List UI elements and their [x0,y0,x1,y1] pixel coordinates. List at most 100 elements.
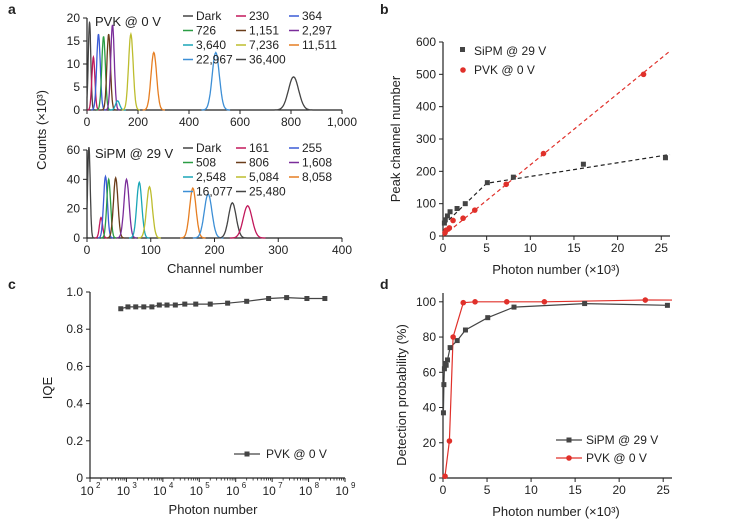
panel-d-legend-sipm: SiPM @ 29 V [586,433,658,447]
c-xtick-label: 10 [80,484,94,498]
b-ytick-label: 400 [416,100,436,114]
panel-d: Photon number (×10³) Detection probabili… [394,293,673,519]
c-xtick-exponent: 6 [242,481,247,490]
c-ytick-label: 0.8 [66,322,83,336]
panel-label-c: c [8,276,16,292]
a-top-ytick-label: 0 [73,103,80,117]
a-bot-peak-curve [192,192,224,239]
d-pvk-point [642,297,649,303]
a-bot-ytick-label: 60 [67,143,81,157]
c-xtick-label: 10 [190,484,204,498]
b-pvk-point [503,181,510,188]
b-ytick-label: 300 [416,132,436,146]
b-pvk-point [471,207,478,213]
a-top-xtick-label: 400 [179,115,199,129]
a-top-condition-label: PVK @ 0 V [95,14,161,29]
a-top-peak-curve [273,76,314,111]
d-sipm-point [511,304,517,310]
b-pvk-point [640,71,647,78]
d-sipm-point [664,302,670,308]
c-legend-marker [244,451,250,457]
d-pvk-point [442,473,448,480]
b-xtick-label: 20 [611,241,625,255]
d-xtick-label: 15 [568,483,582,497]
a-top-xtick-label: 200 [128,115,148,129]
a-top-xtick-label: 1,000 [327,115,357,129]
a-top-ytick-label: 5 [73,80,80,94]
a-bot-legend-label: 806 [249,156,269,170]
b-ytick-label: 100 [416,197,436,211]
c-ytick-label: 1.0 [66,285,83,299]
a-bot-xtick-label: 400 [332,243,352,257]
d-ytick-label: 60 [423,365,437,379]
d-ytick-label: 80 [423,330,437,344]
d-ytick-label: 0 [429,471,436,485]
a-bot-xtick-label: 200 [204,243,224,257]
a-top-peak-curve [142,51,165,111]
a-bot-ytick-label: 40 [67,172,81,186]
c-iqe-point [156,302,162,308]
c-iqe-point [149,304,155,310]
c-ytick-label: 0.2 [66,434,83,448]
b-sipm-point [442,217,448,223]
panel-c-ylabel: IQE [40,376,55,399]
b-sipm-point [580,161,586,167]
panel-c-legend-pvk: PVK @ 0 V [266,447,327,461]
b-pvk-point [540,150,547,157]
a-bot-peak-curve [217,201,248,239]
b-legend-sipm-marker [460,47,465,52]
c-xtick-exponent: 4 [169,481,174,490]
a-bot-legend-label: 1,608 [302,156,332,170]
c-xtick-label: 10 [299,484,313,498]
a-top-peak-curve [201,51,231,111]
d-pvk-line [444,299,673,477]
c-ytick-label: 0 [76,471,83,485]
a-top-xtick-label: 800 [281,115,301,129]
panel-a-xlabel: Channel number [167,261,264,276]
c-iqe-point [172,302,178,308]
b-sipm-point [454,206,460,212]
panel-b-legend-sipm: SiPM @ 29 V [474,44,546,58]
d-sipm-point [441,366,447,372]
b-sipm-point [447,209,453,215]
b-sipm-point [510,174,516,180]
b-sipm-point [441,220,447,226]
d-legend-pvk-marker [566,455,572,461]
c-xtick-exponent: 9 [351,481,356,490]
b-xtick-label: 25 [655,241,669,255]
b-ytick-label: 200 [416,164,436,178]
b-sipm-point [462,201,468,207]
a-bot-ytick-label: 20 [67,202,81,216]
b-sipm-point [484,180,490,186]
c-iqe-point [284,295,290,301]
d-pvk-point [446,438,453,444]
a-bot-legend-label: 508 [196,156,216,170]
b-xtick-label: 15 [567,241,581,255]
a-top-legend-label: 726 [196,24,216,38]
d-sipm-point [447,345,453,351]
a-bot-peak-curve [138,185,161,239]
c-iqe-point [125,304,131,310]
c-xtick-label: 10 [153,484,167,498]
a-top-peak-curve [105,24,120,111]
d-pvk-point [503,299,510,305]
a-top-legend-label: 364 [302,9,322,23]
a-bot-legend-label: 2,548 [196,170,226,184]
d-xtick-label: 5 [484,483,491,497]
a-top-legend-label: Dark [196,9,222,23]
panel-d-xlabel: Photon number (×10³) [492,504,620,519]
a-bot-peak-curve [94,216,108,239]
c-xtick-label: 10 [335,484,349,498]
b-ytick-label: 600 [416,35,436,49]
a-bot-legend-label: 16,077 [196,185,233,199]
d-ytick-label: 20 [423,436,437,450]
c-iqe-point [304,296,310,302]
c-iqe-point [141,304,147,310]
b-ytick-label: 500 [416,67,436,81]
b-xtick-label: 0 [440,241,447,255]
d-xtick-label: 25 [657,483,671,497]
d-pvk-point [541,299,548,305]
a-bot-legend-label: 8,058 [302,170,332,184]
d-legend-sipm-marker [566,437,572,443]
